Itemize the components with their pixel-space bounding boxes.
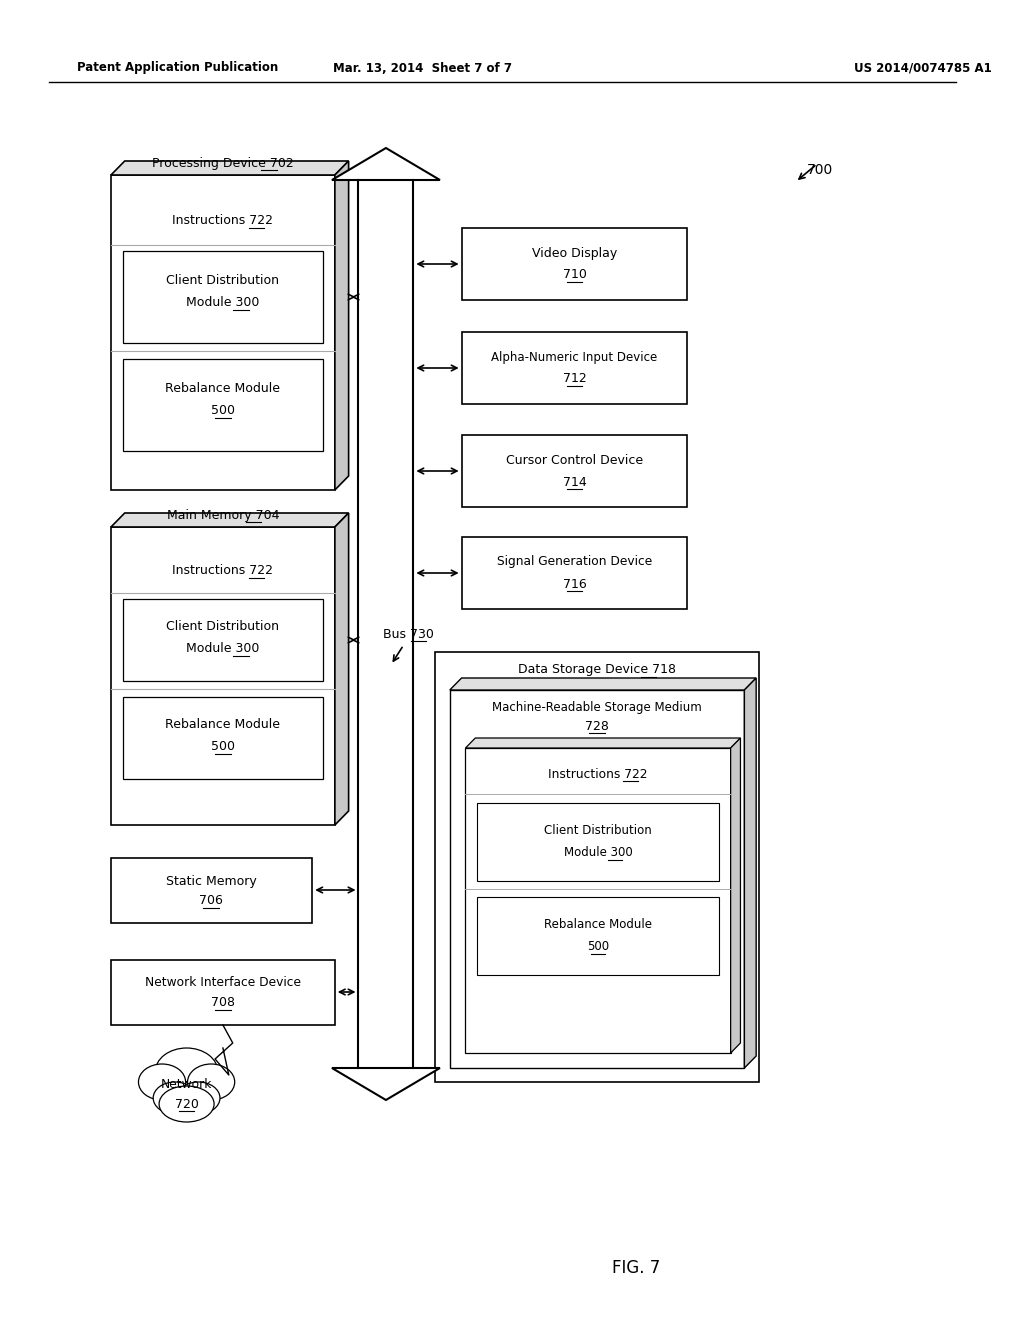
Text: Client Distribution: Client Distribution (167, 275, 280, 288)
Text: Rebalance Module: Rebalance Module (166, 718, 281, 731)
Ellipse shape (159, 1086, 214, 1122)
Text: Network Interface Device: Network Interface Device (145, 975, 301, 989)
Text: Cursor Control Device: Cursor Control Device (506, 454, 643, 466)
Text: 700: 700 (807, 162, 834, 177)
Polygon shape (335, 513, 348, 825)
Text: Instructions 722: Instructions 722 (172, 565, 273, 578)
Bar (123, 697, 324, 779)
Bar (462, 537, 687, 609)
Text: 500: 500 (211, 404, 234, 417)
Text: 500: 500 (587, 940, 609, 953)
Polygon shape (111, 161, 348, 176)
Ellipse shape (156, 1048, 218, 1096)
Text: 720: 720 (175, 1097, 199, 1110)
Bar (450, 690, 744, 1068)
Bar (462, 436, 687, 507)
Bar (111, 176, 335, 490)
Text: 712: 712 (562, 372, 587, 385)
Text: 706: 706 (200, 895, 223, 908)
Text: Data Storage Device 718: Data Storage Device 718 (518, 664, 676, 676)
Text: Signal Generation Device: Signal Generation Device (497, 556, 652, 569)
Text: Rebalance Module: Rebalance Module (544, 919, 652, 932)
Bar (358, 180, 414, 1068)
Polygon shape (332, 148, 440, 180)
Text: Client Distribution: Client Distribution (167, 620, 280, 634)
Bar (462, 333, 687, 404)
Text: 716: 716 (562, 578, 587, 590)
Polygon shape (111, 513, 348, 527)
Polygon shape (744, 678, 756, 1068)
Ellipse shape (154, 1082, 197, 1114)
Bar (123, 251, 324, 343)
Text: Bus 730: Bus 730 (383, 627, 434, 640)
Text: Rebalance Module: Rebalance Module (166, 383, 281, 396)
Bar (477, 803, 719, 880)
Text: 714: 714 (562, 475, 587, 488)
Bar (123, 599, 324, 681)
Bar (111, 527, 335, 825)
Text: Mar. 13, 2014  Sheet 7 of 7: Mar. 13, 2014 Sheet 7 of 7 (333, 62, 512, 74)
Text: FIG. 7: FIG. 7 (612, 1259, 660, 1276)
Polygon shape (466, 738, 740, 748)
Text: Machine-Readable Storage Medium: Machine-Readable Storage Medium (493, 701, 701, 714)
Text: Module 300: Module 300 (186, 297, 260, 309)
Text: Client Distribution: Client Distribution (544, 825, 652, 837)
Text: Instructions 722: Instructions 722 (172, 214, 273, 227)
Text: Static Memory: Static Memory (166, 874, 256, 887)
Ellipse shape (187, 1064, 234, 1100)
Text: 710: 710 (562, 268, 587, 281)
Text: Instructions 722: Instructions 722 (548, 767, 648, 780)
Text: Processing Device 702: Processing Device 702 (152, 157, 294, 169)
Bar (111, 960, 335, 1026)
Text: Patent Application Publication: Patent Application Publication (77, 62, 278, 74)
Text: Video Display: Video Display (531, 247, 617, 260)
Text: Main Memory 704: Main Memory 704 (167, 508, 280, 521)
Text: US 2014/0074785 A1: US 2014/0074785 A1 (854, 62, 992, 74)
Polygon shape (450, 678, 756, 690)
Text: Network: Network (161, 1078, 212, 1092)
Text: Alpha-Numeric Input Device: Alpha-Numeric Input Device (492, 351, 657, 363)
Bar (435, 652, 759, 1082)
Bar (466, 748, 731, 1053)
Text: 500: 500 (211, 741, 234, 754)
Polygon shape (332, 1068, 440, 1100)
Text: 728: 728 (585, 719, 609, 733)
Text: Module 300: Module 300 (186, 643, 260, 656)
Ellipse shape (138, 1064, 185, 1100)
Text: 708: 708 (211, 997, 234, 1010)
Bar (123, 359, 324, 451)
Ellipse shape (177, 1082, 220, 1114)
Polygon shape (335, 161, 348, 490)
Bar (477, 898, 719, 975)
Text: Module 300: Module 300 (563, 846, 633, 859)
Bar (111, 858, 312, 923)
Polygon shape (731, 738, 740, 1053)
Bar (462, 228, 687, 300)
